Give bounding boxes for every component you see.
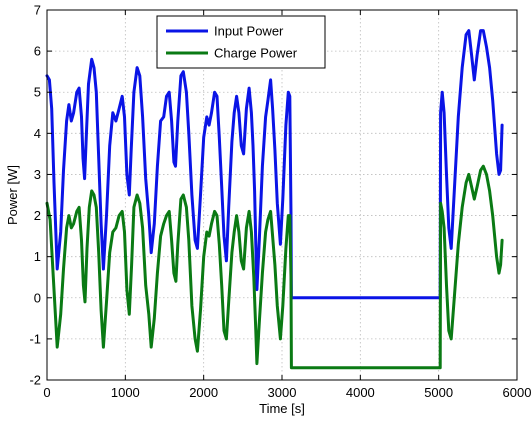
y-tick-label: 0 [34, 290, 41, 305]
y-tick-label: 2 [34, 208, 41, 223]
x-tick-label: 3000 [268, 385, 297, 400]
legend-label-input-power: Input Power [214, 24, 284, 39]
x-tick-label: 6000 [503, 385, 532, 400]
legend: Input Power Charge Power [157, 16, 325, 68]
x-tick-label: 5000 [424, 385, 453, 400]
x-tick-label: 0 [43, 385, 50, 400]
y-tick-label: 7 [34, 3, 41, 18]
y-axis-label: Power [W] [5, 165, 20, 225]
x-axis-label: Time [s] [259, 401, 305, 416]
y-tick-label: 5 [34, 85, 41, 100]
y-tick-label: 4 [34, 126, 41, 141]
y-tick-label: 1 [34, 249, 41, 264]
y-tick-label: -2 [29, 373, 41, 388]
legend-label-charge-power: Charge Power [214, 46, 298, 61]
x-tick-label: 2000 [189, 385, 218, 400]
y-tick-label: 3 [34, 167, 41, 182]
x-tick-label: 1000 [111, 385, 140, 400]
y-tick-label: 6 [34, 44, 41, 59]
x-tick-label: 4000 [346, 385, 375, 400]
y-tick-label: -1 [29, 331, 41, 346]
